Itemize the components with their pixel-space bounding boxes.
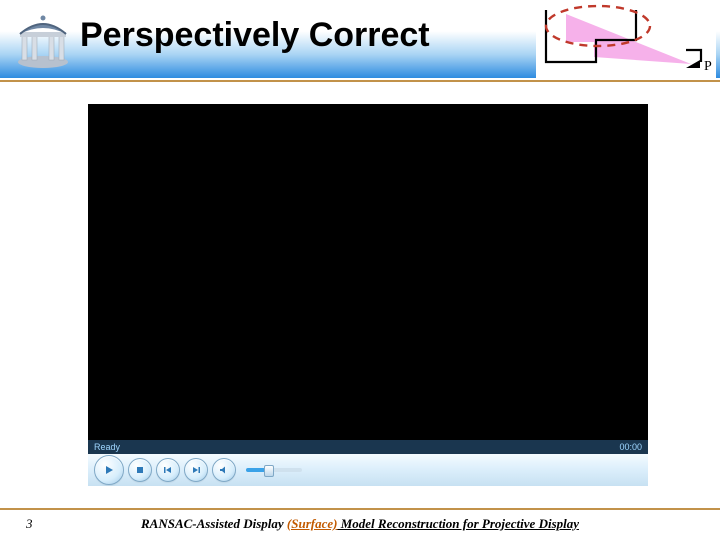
footer-title-highlight: (Surface) (287, 516, 338, 531)
header-rule (0, 80, 720, 82)
player-status-text: Ready (94, 442, 120, 452)
volume-thumb[interactable] (264, 465, 274, 477)
footer-rule (0, 508, 720, 510)
speaker-icon (219, 465, 229, 475)
player-transport (88, 454, 648, 486)
stop-button[interactable] (128, 458, 152, 482)
media-player: Ready 00:00 (88, 440, 648, 486)
footer-title-pre: RANSAC-Assisted Display (141, 516, 287, 531)
footer-title: RANSAC-Assisted Display (Surface) Model … (0, 516, 720, 532)
slide: Perspectively Correct P Ready 00:00 (0, 0, 720, 540)
slide-title: Perspectively Correct (80, 16, 430, 55)
play-button[interactable] (94, 455, 124, 485)
projection-diagram: P (536, 2, 716, 78)
video-region (88, 104, 648, 440)
next-icon (191, 465, 201, 475)
play-icon (104, 465, 114, 475)
next-button[interactable] (184, 458, 208, 482)
footer-title-post: Model Reconstruction for Projective Disp… (337, 516, 579, 531)
stop-icon (135, 465, 145, 475)
unc-old-well-logo (14, 12, 72, 70)
projector-label: P (704, 59, 712, 74)
player-time-text: 00:00 (619, 442, 642, 452)
volume-slider[interactable] (246, 468, 302, 472)
mute-button[interactable] (212, 458, 236, 482)
prev-button[interactable] (156, 458, 180, 482)
prev-icon (163, 465, 173, 475)
player-status-strip: Ready 00:00 (88, 440, 648, 454)
